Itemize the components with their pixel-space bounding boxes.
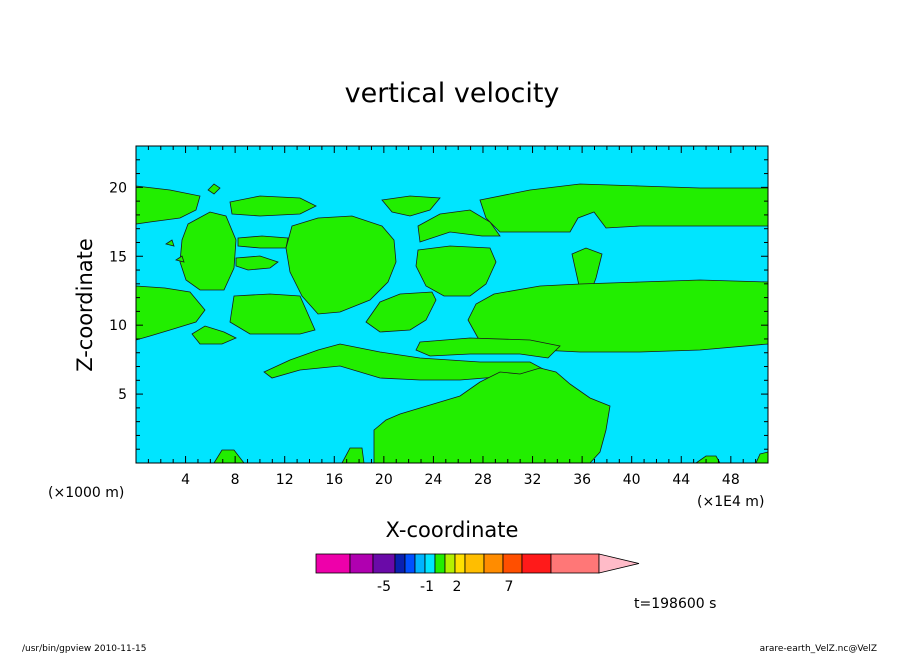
positive-velocity-region xyxy=(415,245,497,297)
y-axis-label: Z-coordinate xyxy=(73,238,97,372)
y-tick-label: 20 xyxy=(109,180,127,196)
x-tick-label: 36 xyxy=(573,472,591,488)
positive-velocity-region xyxy=(179,211,237,291)
positive-velocity-region xyxy=(417,209,501,243)
colorbar-labels: -5 -1 2 7 xyxy=(377,579,513,595)
colorbar-swatch xyxy=(444,553,456,574)
colorbar-swatch xyxy=(454,553,466,574)
x-tick-label: 12 xyxy=(276,472,294,488)
colorbar-swatch xyxy=(372,553,396,574)
colorbar-swatch xyxy=(394,553,406,574)
x-unit-note: (×1000 m) xyxy=(48,485,124,501)
x-tick-label: 32 xyxy=(524,472,542,488)
positive-velocity-region xyxy=(229,195,317,217)
positive-velocity-region xyxy=(165,239,175,247)
x-tick-label: 16 xyxy=(325,472,343,488)
positive-velocity-region xyxy=(135,185,201,225)
x-scale-note: (×1E4 m) xyxy=(697,494,764,510)
colorbar-swatch xyxy=(434,553,446,574)
time-label: t=198600 s xyxy=(634,596,716,612)
colorbar-swatch xyxy=(521,553,552,574)
y-tick-label: 5 xyxy=(118,387,127,403)
y-tick-label: 10 xyxy=(109,318,127,334)
positive-velocity-regions xyxy=(135,183,769,464)
colorbar-swatch xyxy=(414,553,426,574)
colorbar-swatch xyxy=(315,553,351,574)
footer-right: arare-earth_VelZ.nc@VelZ xyxy=(760,644,877,654)
plot-frame xyxy=(135,145,769,464)
colorbar-swatch xyxy=(464,553,485,574)
positive-velocity-region xyxy=(237,235,289,249)
positive-velocity-region xyxy=(207,183,221,195)
colorbar-label: -5 xyxy=(377,579,391,595)
chart-title: vertical velocity xyxy=(345,78,560,109)
y-axis: 5 10 15 20 xyxy=(109,159,768,450)
colorbar xyxy=(315,553,640,574)
x-axis-label: X-coordinate xyxy=(386,518,519,542)
colorbar-swatch xyxy=(502,553,523,574)
positive-velocity-region xyxy=(467,279,769,353)
colorbar-swatch xyxy=(550,553,600,574)
positive-velocity-region xyxy=(135,285,206,341)
colorbar-arrow xyxy=(598,553,640,574)
colorbar-swatch xyxy=(404,553,416,574)
x-tick-label: 20 xyxy=(375,472,393,488)
colorbar-swatch xyxy=(424,553,436,574)
colorbar-label: 7 xyxy=(505,579,514,595)
positive-velocity-region xyxy=(415,337,561,359)
colorbar-label: 2 xyxy=(453,579,462,595)
positive-velocity-region xyxy=(479,183,769,233)
footer-left: /usr/bin/gpview 2010-11-15 xyxy=(22,644,146,654)
positive-velocity-region xyxy=(285,215,397,315)
x-tick-label: 40 xyxy=(623,472,641,488)
x-axis: 4 8 12 16 20 24 28 32 36 40 44 48 xyxy=(147,146,757,488)
colorbar-label: -1 xyxy=(420,579,434,595)
positive-velocity-region xyxy=(373,367,611,464)
y-tick-label: 15 xyxy=(109,249,127,265)
x-tick-label: 48 xyxy=(722,472,740,488)
colorbar-swatch xyxy=(483,553,504,574)
x-tick-label: 24 xyxy=(424,472,442,488)
positive-velocity-region xyxy=(229,293,316,335)
positive-velocity-region xyxy=(191,325,237,345)
positive-velocity-region xyxy=(381,195,441,217)
x-tick-label: 28 xyxy=(474,472,492,488)
colorbar-swatch xyxy=(349,553,374,574)
positive-velocity-region xyxy=(175,255,185,263)
x-tick-label: 4 xyxy=(181,472,190,488)
positive-velocity-region xyxy=(235,255,279,271)
x-tick-label: 8 xyxy=(231,472,240,488)
x-tick-label: 44 xyxy=(672,472,690,488)
positive-velocity-region xyxy=(365,291,437,333)
